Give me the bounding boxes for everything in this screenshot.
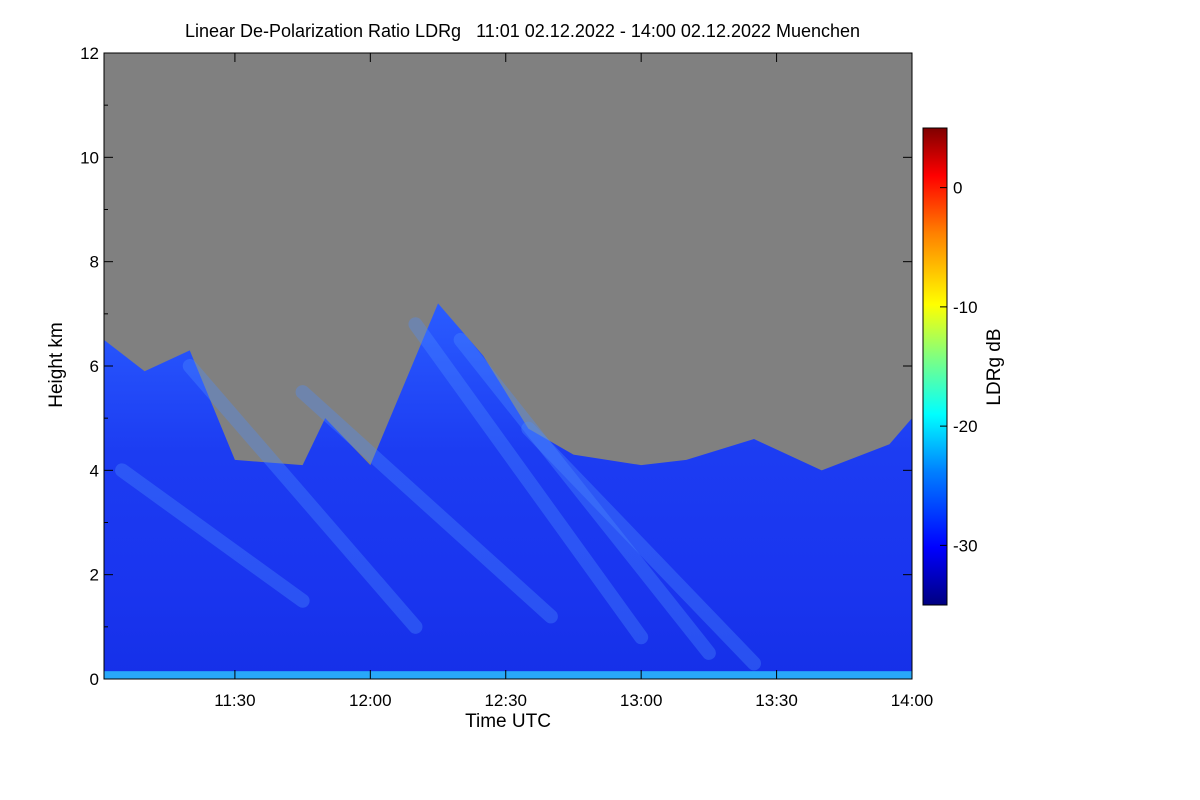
fall-streak — [408, 317, 649, 645]
x-tick-label: 12:30 — [484, 691, 527, 710]
near-ground-layer — [104, 671, 912, 679]
heatmap-plot-area — [103, 52, 913, 680]
y-tick-label: 10 — [80, 148, 99, 167]
colorbar-ticks: 0 -10 -20 -30 — [940, 179, 978, 555]
colorbar-tick-label: 0 — [953, 179, 962, 198]
x-axis: 11:30 12:00 12:30 13:00 13:30 14:00 — [214, 53, 933, 710]
colorbar-tick-label: -30 — [953, 536, 978, 555]
chart-title: Linear De-Polarization Ratio LDRg 11:01 … — [184, 21, 861, 41]
y-tick-label: 2 — [90, 566, 99, 585]
y-tick-label: 0 — [90, 670, 99, 689]
x-axis-label: Time UTC — [465, 711, 551, 732]
x-tick-label: 14:00 — [891, 691, 934, 710]
colorbar-gradient — [922, 127, 948, 606]
fall-streak — [521, 421, 762, 671]
x-tick-label: 13:30 — [755, 691, 798, 710]
fall-streaks — [115, 317, 762, 671]
fall-streak — [115, 463, 310, 608]
y-axis: 0 2 4 6 8 10 12 — [80, 44, 912, 689]
y-tick-label: 8 — [90, 253, 99, 272]
y-tick-label: 6 — [90, 357, 99, 376]
cloud-ldr-field — [104, 303, 912, 679]
x-tick-label: 13:00 — [620, 691, 663, 710]
y-tick-label: 4 — [90, 461, 99, 480]
fall-streak — [453, 332, 716, 660]
fall-streak — [182, 359, 423, 634]
colorbar-label: LDRg dB — [984, 328, 1005, 405]
fall-streak — [295, 385, 558, 624]
x-tick-label: 12:00 — [349, 691, 392, 710]
y-tick-label: 12 — [80, 44, 99, 63]
x-tick-label: 11:30 — [214, 691, 255, 710]
colorbar: 0 -10 -20 -30 LDRg dB — [922, 127, 1005, 606]
y-axis-label: Height km — [46, 322, 67, 408]
colorbar-tick-label: -20 — [953, 417, 978, 436]
colorbar-tick-label: -10 — [953, 298, 978, 317]
